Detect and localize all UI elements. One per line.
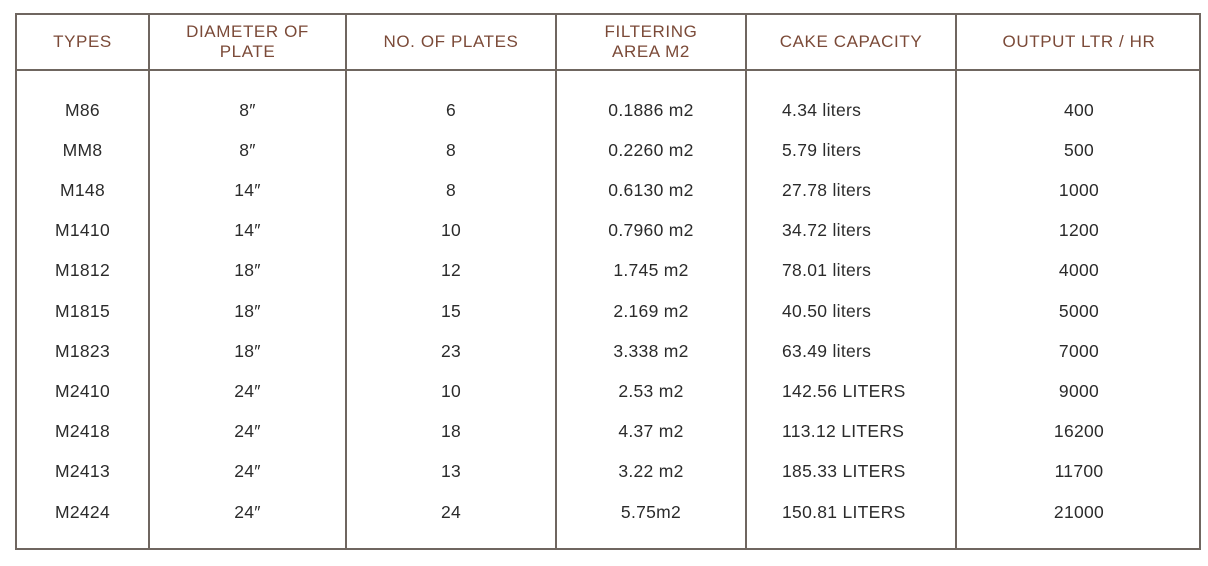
cell-diameter: 14″	[234, 179, 261, 200]
cell-plates: 18	[440, 421, 462, 442]
table-row: M1823 18″ 23 3.338 m2 63.49 liters 7000	[17, 331, 1199, 371]
cell-plates: 8	[445, 179, 457, 200]
cell-filtering-area: 5.75m2	[620, 501, 682, 522]
cell-cake-capacity: 142.56 LITERS	[782, 380, 906, 401]
cell-diameter: 18″	[234, 300, 261, 321]
column-divider	[955, 15, 957, 548]
cell-output: 11700	[1054, 461, 1104, 482]
cell-plates: 6	[445, 99, 457, 120]
header-filtering-area: FILTERING AREA M2	[604, 22, 698, 61]
cell-filtering-area: 3.22 m2	[618, 461, 684, 482]
cell-cake-capacity: 40.50 liters	[782, 300, 872, 321]
cell-cake-capacity: 5.79 liters	[782, 139, 862, 160]
cell-filtering-area: 4.37 m2	[618, 421, 684, 442]
table-row: M86 8″ 6 0.1886 m2 4.34 liters 400	[17, 90, 1199, 130]
cell-cake-capacity: 78.01 liters	[782, 260, 872, 281]
cell-filtering-area: 0.6130 m2	[608, 179, 694, 200]
cell-plates: 24	[440, 501, 462, 522]
cell-filtering-area: 0.2260 m2	[608, 139, 694, 160]
cell-type: M1410	[54, 220, 110, 241]
cell-diameter: 24″	[234, 461, 261, 482]
header-plates: NO. OF PLATES	[383, 32, 519, 51]
column-divider	[148, 15, 150, 548]
cell-filtering-area: 0.7960 m2	[608, 220, 694, 241]
table-row: M2418 24″ 18 4.37 m2 113.12 LITERS 16200	[17, 412, 1199, 452]
cell-output: 500	[1063, 139, 1095, 160]
cell-type: M2410	[54, 380, 110, 401]
table-row: M2424 24″ 24 5.75m2 150.81 LITERS 21000	[17, 492, 1199, 532]
column-divider	[745, 15, 747, 548]
cell-plates: 10	[440, 380, 462, 401]
cell-plates: 23	[440, 340, 462, 361]
cell-diameter: 18″	[234, 340, 261, 361]
table-header-row: TYPES DIAMETER OF PLATE NO. OF PLATES FI…	[17, 15, 1199, 71]
cell-filtering-area: 2.169 m2	[613, 300, 689, 321]
cell-plates: 8	[445, 139, 457, 160]
cell-diameter: 18″	[234, 260, 261, 281]
header-diameter: DIAMETER OF PLATE	[186, 22, 309, 61]
cell-filtering-area: 0.1886 m2	[608, 99, 694, 120]
column-divider	[345, 15, 347, 548]
cell-filtering-area: 2.53 m2	[618, 380, 684, 401]
cell-diameter: 14″	[234, 220, 261, 241]
cell-output: 7000	[1058, 340, 1100, 361]
cell-diameter: 8″	[239, 139, 256, 160]
cell-output: 400	[1063, 99, 1095, 120]
cell-output: 1000	[1058, 179, 1100, 200]
cell-output: 1200	[1058, 220, 1100, 241]
cell-cake-capacity: 4.34 liters	[782, 99, 862, 120]
cell-plates: 13	[440, 461, 462, 482]
cell-cake-capacity: 63.49 liters	[782, 340, 872, 361]
cell-filtering-area: 1.745 m2	[613, 260, 689, 281]
cell-diameter: 24″	[234, 380, 261, 401]
cell-output: 4000	[1058, 260, 1100, 281]
filter-press-table: TYPES DIAMETER OF PLATE NO. OF PLATES FI…	[15, 13, 1201, 550]
cell-diameter: 24″	[234, 501, 261, 522]
cell-output: 21000	[1053, 501, 1105, 522]
header-types: TYPES	[53, 32, 112, 51]
cell-output: 5000	[1058, 300, 1100, 321]
cell-diameter: 24″	[234, 421, 261, 442]
cell-type: M2424	[54, 501, 110, 522]
cell-output: 9000	[1058, 380, 1100, 401]
cell-cake-capacity: 185.33 LITERS	[782, 461, 906, 482]
cell-plates: 15	[440, 300, 462, 321]
table-row: M1410 14″ 10 0.7960 m2 34.72 liters 1200	[17, 211, 1199, 251]
cell-cake-capacity: 113.12 LITERS	[782, 421, 905, 442]
cell-type: MM8	[62, 139, 103, 160]
cell-plates: 10	[440, 220, 462, 241]
cell-type: M2413	[54, 461, 110, 482]
table-row: MM8 8″ 8 0.2260 m2 5.79 liters 500	[17, 130, 1199, 170]
cell-cake-capacity: 150.81 LITERS	[782, 501, 906, 522]
column-divider	[555, 15, 557, 548]
cell-filtering-area: 3.338 m2	[613, 340, 689, 361]
cell-plates: 12	[440, 260, 462, 281]
cell-type: M86	[65, 99, 100, 120]
cell-type: M1812	[54, 260, 110, 281]
table-row: M2410 24″ 10 2.53 m2 142.56 LITERS 9000	[17, 371, 1199, 411]
cell-type: M1823	[54, 340, 110, 361]
table-row: M1812 18″ 12 1.745 m2 78.01 liters 4000	[17, 251, 1199, 291]
header-output: OUTPUT LTR / HR	[1002, 32, 1156, 51]
header-cake-capacity: CAKE CAPACITY	[779, 32, 923, 51]
cell-type: M148	[60, 179, 105, 200]
cell-type: M2418	[54, 421, 110, 442]
table-row: M2413 24″ 13 3.22 m2 185.33 LITERS 11700	[17, 452, 1199, 492]
table-row: M148 14″ 8 0.6130 m2 27.78 liters 1000	[17, 170, 1199, 210]
cell-output: 16200	[1053, 421, 1105, 442]
cell-cake-capacity: 27.78 liters	[782, 179, 872, 200]
cell-diameter: 8″	[239, 99, 256, 120]
table-row: M1815 18″ 15 2.169 m2 40.50 liters 5000	[17, 291, 1199, 331]
cell-type: M1815	[54, 300, 110, 321]
cell-cake-capacity: 34.72 liters	[782, 220, 872, 241]
